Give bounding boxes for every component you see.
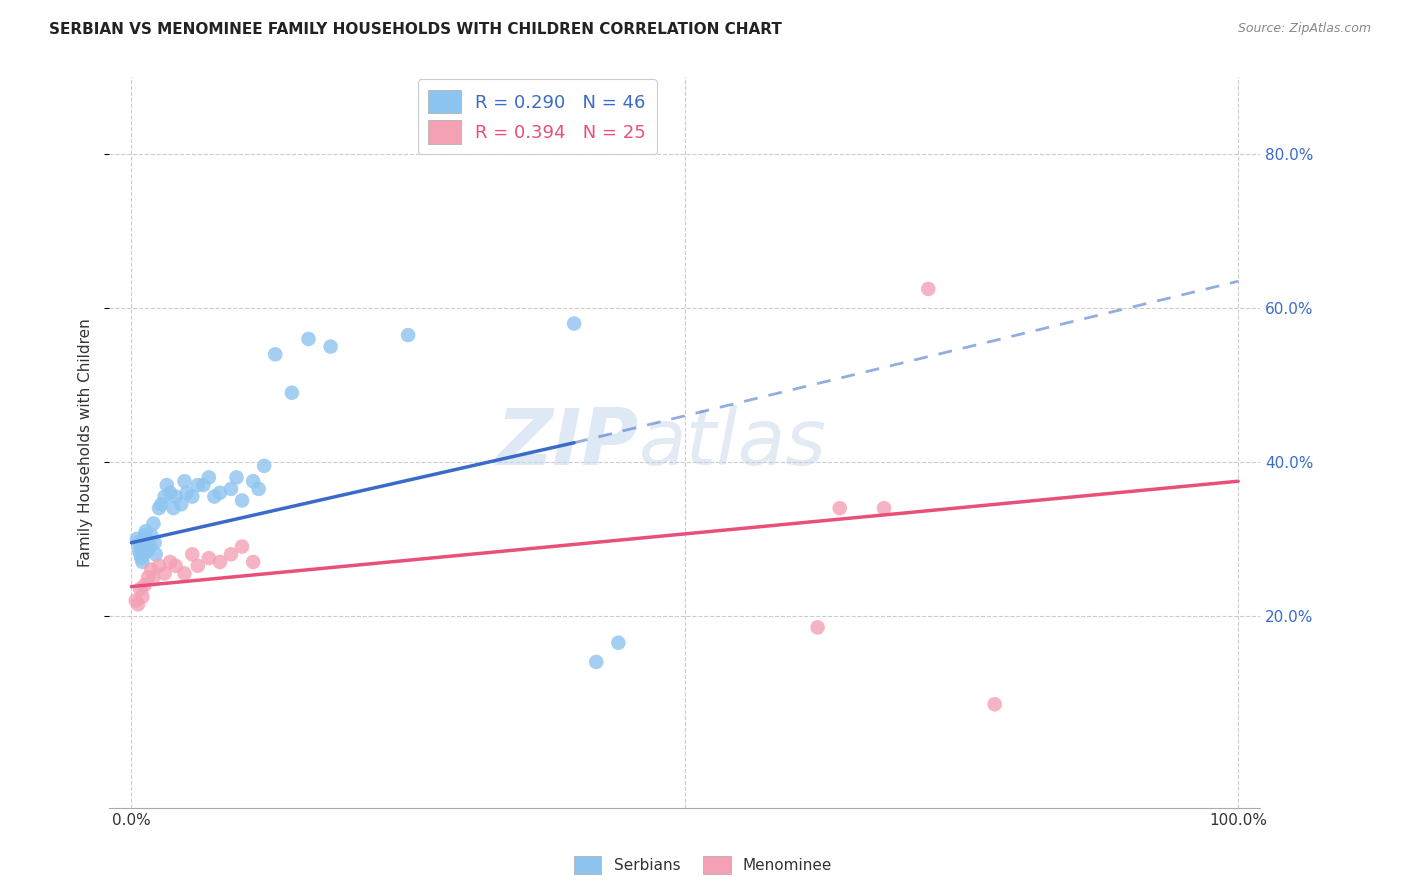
Point bbox=[165, 558, 187, 573]
Point bbox=[127, 535, 149, 549]
Point bbox=[131, 590, 153, 604]
Point bbox=[127, 597, 149, 611]
Point bbox=[150, 497, 173, 511]
Point bbox=[297, 332, 319, 346]
Point bbox=[607, 636, 630, 650]
Point bbox=[159, 485, 181, 500]
Point bbox=[156, 478, 179, 492]
Point bbox=[208, 485, 231, 500]
Point bbox=[165, 490, 187, 504]
Text: ZIP: ZIP bbox=[496, 405, 638, 481]
Point bbox=[198, 470, 221, 484]
Point bbox=[170, 497, 193, 511]
Point bbox=[181, 490, 204, 504]
Point bbox=[143, 535, 166, 549]
Point bbox=[136, 570, 159, 584]
Point bbox=[242, 474, 264, 488]
Point bbox=[141, 563, 163, 577]
Point bbox=[162, 501, 184, 516]
Point bbox=[129, 582, 152, 596]
Point bbox=[142, 516, 165, 531]
Point bbox=[132, 547, 155, 561]
Point bbox=[134, 578, 156, 592]
Point bbox=[319, 340, 342, 354]
Point bbox=[129, 547, 152, 561]
Legend: Serbians, Menominee: Serbians, Menominee bbox=[568, 850, 838, 880]
Point bbox=[231, 493, 253, 508]
Point bbox=[983, 698, 1005, 712]
Point bbox=[242, 555, 264, 569]
Point bbox=[193, 478, 215, 492]
Point bbox=[148, 558, 170, 573]
Text: Source: ZipAtlas.com: Source: ZipAtlas.com bbox=[1237, 22, 1371, 36]
Point bbox=[181, 547, 204, 561]
Text: SERBIAN VS MENOMINEE FAMILY HOUSEHOLDS WITH CHILDREN CORRELATION CHART: SERBIAN VS MENOMINEE FAMILY HOUSEHOLDS W… bbox=[49, 22, 782, 37]
Point bbox=[135, 535, 157, 549]
Point bbox=[125, 593, 148, 607]
Point bbox=[125, 532, 148, 546]
Point bbox=[134, 528, 156, 542]
Point bbox=[187, 478, 209, 492]
Point bbox=[264, 347, 287, 361]
Point bbox=[828, 501, 851, 516]
Point bbox=[139, 540, 162, 554]
Point bbox=[219, 482, 242, 496]
Point bbox=[148, 501, 170, 516]
Y-axis label: Family Households with Children: Family Households with Children bbox=[79, 318, 93, 567]
Point bbox=[173, 566, 195, 581]
Point bbox=[173, 474, 195, 488]
Point bbox=[231, 540, 253, 554]
Point bbox=[176, 485, 198, 500]
Point bbox=[585, 655, 607, 669]
Point bbox=[219, 547, 242, 561]
Point bbox=[141, 528, 163, 542]
Point bbox=[873, 501, 896, 516]
Point bbox=[131, 555, 153, 569]
Point bbox=[562, 317, 585, 331]
Point bbox=[202, 490, 225, 504]
Point bbox=[396, 328, 419, 343]
Point bbox=[187, 558, 209, 573]
Point bbox=[198, 551, 221, 566]
Point bbox=[142, 570, 165, 584]
Point bbox=[153, 566, 176, 581]
Point bbox=[281, 385, 304, 400]
Point bbox=[208, 555, 231, 569]
Point bbox=[131, 551, 153, 566]
Point bbox=[807, 620, 830, 634]
Point bbox=[135, 524, 157, 539]
Point bbox=[225, 470, 247, 484]
Point bbox=[253, 458, 276, 473]
Text: atlas: atlas bbox=[638, 405, 827, 481]
Point bbox=[153, 490, 176, 504]
Point bbox=[145, 547, 167, 561]
Point bbox=[247, 482, 270, 496]
Point bbox=[136, 543, 159, 558]
Legend: R = 0.290   N = 46, R = 0.394   N = 25: R = 0.290 N = 46, R = 0.394 N = 25 bbox=[418, 79, 657, 154]
Point bbox=[128, 543, 150, 558]
Point bbox=[917, 282, 939, 296]
Point bbox=[159, 555, 181, 569]
